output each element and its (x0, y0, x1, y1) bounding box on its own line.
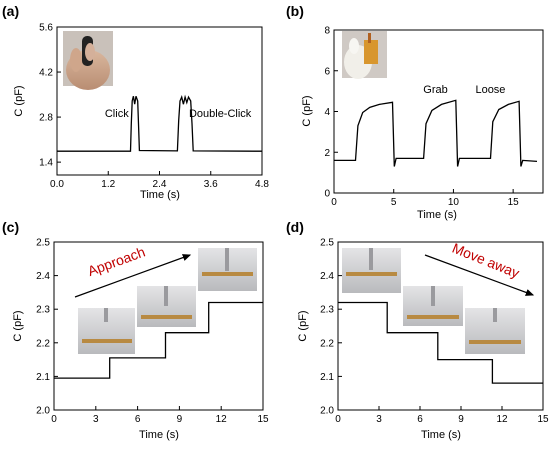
photo-sensor-middle (137, 286, 196, 327)
x-tick-label-d: 9 (458, 414, 464, 425)
x-tick-label-a: 4.8 (255, 179, 269, 190)
photo-sensor-near (342, 248, 401, 293)
ticks-b: 0 5 10 15 0 2 4 6 8 (324, 26, 519, 209)
series-line-a (57, 94, 263, 152)
x-axis-label-a: Time (s) (140, 189, 180, 201)
x-tick-label-b: 5 (391, 197, 397, 208)
move-away-arrow (424, 254, 535, 296)
photo-sensor-far (465, 308, 525, 354)
panel-label-c: (c) (2, 219, 19, 235)
x-tick-label-c: 12 (216, 414, 228, 425)
y-tick-label-b: 8 (324, 26, 330, 37)
y-tick-label-c: 2.5 (36, 238, 50, 249)
y-axis-label-d: C (pF) (297, 310, 309, 341)
x-tick-label-b: 15 (508, 197, 520, 208)
x-tick-label-c: 0 (51, 414, 57, 425)
y-tick-label-a: 2.8 (39, 113, 53, 124)
x-axis-label-b: Time (s) (417, 209, 457, 221)
y-tick-label-d: 2.3 (320, 305, 334, 316)
x-tick-label-a: 1.2 (101, 179, 115, 190)
ticks-a: 0.0 1.2 2.4 3.6 4.8 1.4 2.8 4.2 5.6 (39, 23, 269, 191)
y-tick-label-c: 2.2 (36, 338, 50, 349)
plot-frame-c (53, 241, 264, 411)
y-tick-label-d: 2.4 (320, 271, 334, 282)
photo-sensor-far (78, 308, 135, 354)
y-tick-label-d: 2.5 (320, 238, 334, 249)
y-tick-label-c: 2.1 (36, 372, 50, 383)
x-axis-label-c: Time (s) (139, 429, 179, 441)
y-tick-label-d: 2.2 (320, 338, 334, 349)
x-tick-label-a: 3.6 (204, 179, 218, 190)
y-axis-label-b: C (pF) (301, 95, 313, 126)
y-tick-label-b: 2 (324, 148, 330, 159)
ticks-c: 0 3 6 9 12 15 2.0 2.1 2.2 2.3 2.4 2.5 (36, 238, 269, 426)
y-tick-label-a: 1.4 (39, 158, 53, 169)
y-axis-label-a: C (pF) (13, 85, 25, 116)
x-tick-label-b: 10 (448, 197, 460, 208)
photo-sensor-middle (403, 286, 463, 326)
series-line-d (338, 301, 543, 384)
x-tick-label-d: 3 (376, 414, 382, 425)
photo-gloved-hand-grabbing-sensor (342, 31, 387, 79)
panel-a: (a) 0.0 1.2 2.4 3.6 4.8 1.4 2.8 4.2 5.6 Click Do… (2, 3, 269, 201)
approach-arrow (74, 254, 192, 298)
x-tick-label-c: 6 (135, 414, 141, 425)
x-tick-label-c: 9 (177, 414, 183, 425)
annotation-move-away: Move away (450, 240, 522, 281)
y-tick-label-d: 2.0 (320, 406, 334, 417)
x-tick-label-c: 3 (93, 414, 99, 425)
panel-label-d: (d) (286, 219, 304, 235)
annotation-click: Click (105, 108, 129, 120)
panel-d: (d) 0 3 6 9 12 152.02.12.22.32.42.5 Time (s) … (286, 219, 549, 441)
annotation-loose: Loose (475, 84, 505, 96)
series-line-b (334, 99, 538, 167)
y-tick-label-a: 5.6 (39, 23, 53, 34)
y-tick-label-b: 0 (324, 189, 330, 200)
x-tick-label-c: 15 (257, 414, 269, 425)
x-tick-label-d: 15 (537, 414, 549, 425)
x-axis-label-d: Time (s) (421, 429, 461, 441)
ticks-d: 0 3 6 9 12 15 2.0 2.1 2.2 2.3 2.4 2.5 (320, 238, 549, 426)
panel-b: (b) 0 5 10 15 0 2 4 6 8 Grab Loose Time (s) C (p… (286, 3, 544, 221)
y-tick-label-b: 6 (324, 66, 330, 77)
x-tick-label-d: 12 (496, 414, 508, 425)
y-tick-label-c: 2.0 (36, 406, 50, 417)
y-tick-label-b: 4 (324, 107, 330, 118)
x-tick-label-a: 0.0 (50, 179, 64, 190)
plot-frame-d (337, 241, 544, 411)
x-tick-label-a: 2.4 (153, 179, 167, 190)
panel-label-b: (b) (286, 3, 304, 19)
panel-label-a: (a) (2, 3, 19, 19)
y-tick-label-d: 2.1 (320, 372, 334, 383)
annotation-double-click: Double-Click (189, 108, 252, 120)
photo-sensor-near (198, 248, 257, 291)
photo-hand-holding-mouse (63, 31, 113, 90)
y-axis-label-c: C (pF) (12, 310, 24, 341)
x-tick-label-d: 0 (335, 414, 341, 425)
x-tick-label-b: 0 (331, 197, 337, 208)
panel-c: (c) 0 3 6 9 12 152.02.12.22.32.42.5 Time (s) … (2, 219, 269, 441)
annotation-grab: Grab (423, 84, 447, 96)
x-tick-label-d: 6 (417, 414, 423, 425)
y-tick-label-c: 2.4 (36, 271, 50, 282)
y-tick-label-c: 2.3 (36, 305, 50, 316)
y-tick-label-a: 4.2 (39, 68, 53, 79)
series-line-c (54, 301, 263, 379)
